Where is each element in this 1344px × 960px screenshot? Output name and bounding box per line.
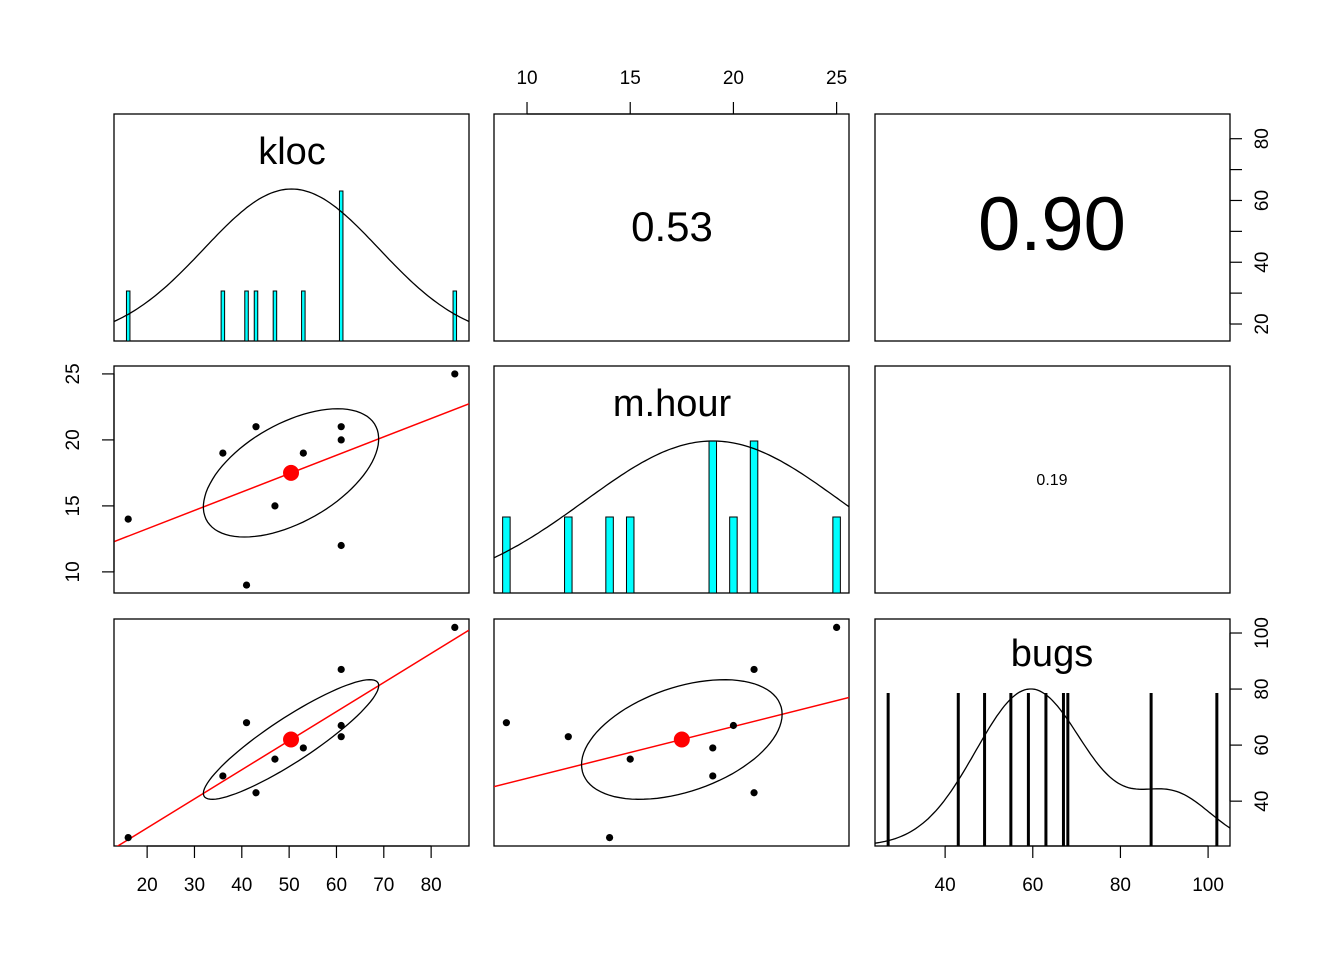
histogram-bar-kloc	[220, 290, 226, 342]
data-point	[451, 623, 459, 632]
correlation-ellipse	[580, 679, 783, 800]
data-point	[337, 436, 345, 444]
tick-label-m-hour: 10	[516, 68, 537, 89]
tick-label-m-hour: 15	[620, 68, 641, 89]
tick-label-bugs-right: 40	[1252, 791, 1273, 812]
data-point	[337, 541, 345, 550]
panel-frame-1-2	[874, 365, 1231, 594]
histogram-bar-kloc	[125, 290, 131, 342]
mean-point	[283, 464, 300, 481]
density-curve-kloc	[113, 188, 470, 323]
histogram-bar-m.hour	[625, 516, 635, 594]
data-point	[299, 744, 307, 752]
tick-label-kloc: 60	[326, 875, 347, 896]
correlation-value-m.hour-bugs: 0.19	[1036, 472, 1067, 489]
tick-label-density-right: 20	[1252, 313, 1273, 334]
regression-line	[494, 696, 849, 788]
variable-label-bugs: bugs	[1011, 633, 1093, 675]
data-point	[271, 502, 279, 510]
histogram-bar-m.hour	[832, 516, 841, 594]
tick-label-m-hour: 25	[826, 68, 847, 89]
tick-label-m-hour-left: 25	[63, 363, 84, 384]
panel-frame-1-1	[493, 365, 850, 594]
correlation-ellipse	[202, 679, 380, 800]
tick-label-density-right: 80	[1252, 128, 1273, 149]
tick-label-bugs: 40	[935, 875, 956, 896]
tick-label-bugs: 80	[1110, 875, 1131, 896]
data-point	[337, 721, 345, 730]
data-point	[337, 733, 345, 741]
data-point	[709, 744, 717, 752]
histogram-bar-kloc	[272, 290, 278, 342]
tick-label-bugs-right: 100	[1252, 617, 1273, 649]
density-curve-m.hour	[493, 440, 850, 559]
tick-label-bugs: 60	[1022, 875, 1043, 896]
variable-label-kloc: kloc	[258, 131, 326, 173]
histogram-bar-m.hour	[729, 516, 738, 594]
data-point	[833, 623, 841, 632]
tick-label-m-hour: 20	[723, 68, 744, 89]
panel-frame-0-0	[113, 113, 470, 342]
data-point	[626, 755, 634, 763]
tick-label-kloc: 30	[184, 875, 205, 896]
panel-frame-2-1	[493, 618, 850, 847]
data-point	[219, 449, 227, 457]
mean-point	[283, 731, 300, 748]
histogram-bar-kloc	[452, 290, 458, 342]
histogram-bar-kloc	[253, 290, 259, 342]
density-curve-bugs	[874, 688, 1231, 844]
tick-label-bugs: 100	[1192, 875, 1224, 896]
histogram-bar-m.hour	[605, 516, 614, 594]
tick-label-density-right: 60	[1252, 190, 1273, 211]
tick-label-kloc: 40	[231, 875, 252, 896]
data-point	[564, 733, 572, 741]
data-point	[252, 423, 260, 431]
tick-label-m-hour-left: 15	[63, 495, 84, 516]
data-point	[299, 449, 307, 457]
data-point	[124, 515, 132, 523]
histogram-bar-m.hour	[502, 516, 511, 594]
mean-point	[673, 731, 690, 748]
variable-label-m.hour: m.hour	[613, 383, 732, 425]
correlation-value-kloc-m.hour: 0.53	[631, 203, 713, 250]
scatter-panel-bugs-vs-m.hour	[494, 623, 849, 842]
data-point	[750, 665, 758, 674]
scatter-panel-bugs-vs-kloc	[116, 623, 469, 846]
tick-label-density-right: 40	[1252, 252, 1273, 273]
data-point	[219, 772, 227, 780]
histogram-bar-kloc	[301, 290, 306, 342]
scatter-panel-m.hour-vs-kloc	[114, 370, 469, 589]
data-point	[337, 665, 345, 674]
tick-label-kloc: 80	[421, 875, 442, 896]
tick-label-m-hour-left: 20	[63, 429, 84, 450]
data-point	[750, 789, 758, 797]
tick-label-bugs-right: 80	[1252, 679, 1273, 700]
data-point	[252, 789, 260, 797]
data-point	[271, 755, 279, 763]
data-point	[729, 721, 738, 730]
data-point	[605, 833, 614, 842]
tick-label-kloc: 70	[373, 875, 394, 896]
data-point	[337, 423, 345, 431]
histogram-bar-kloc	[244, 290, 249, 342]
histogram-bar-kloc	[338, 190, 344, 342]
data-point	[124, 833, 132, 842]
correlation-ellipse	[202, 408, 380, 538]
data-point	[502, 719, 510, 727]
tick-label-kloc: 50	[279, 875, 300, 896]
data-point	[709, 772, 717, 780]
histogram-bar-m.hour	[564, 516, 573, 594]
tick-label-m-hour-left: 10	[63, 561, 84, 582]
data-point	[242, 581, 251, 589]
data-point	[451, 370, 459, 378]
tick-label-bugs-right: 60	[1252, 735, 1273, 756]
data-point	[242, 719, 251, 727]
histogram-bar-m.hour	[749, 440, 759, 594]
tick-label-kloc: 20	[137, 875, 158, 896]
histogram-bar-m.hour	[708, 440, 718, 594]
correlation-value-kloc-bugs: 0.90	[978, 182, 1126, 267]
